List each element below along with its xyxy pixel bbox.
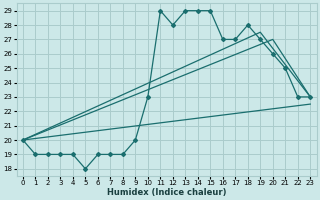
X-axis label: Humidex (Indice chaleur): Humidex (Indice chaleur) [107,188,226,197]
